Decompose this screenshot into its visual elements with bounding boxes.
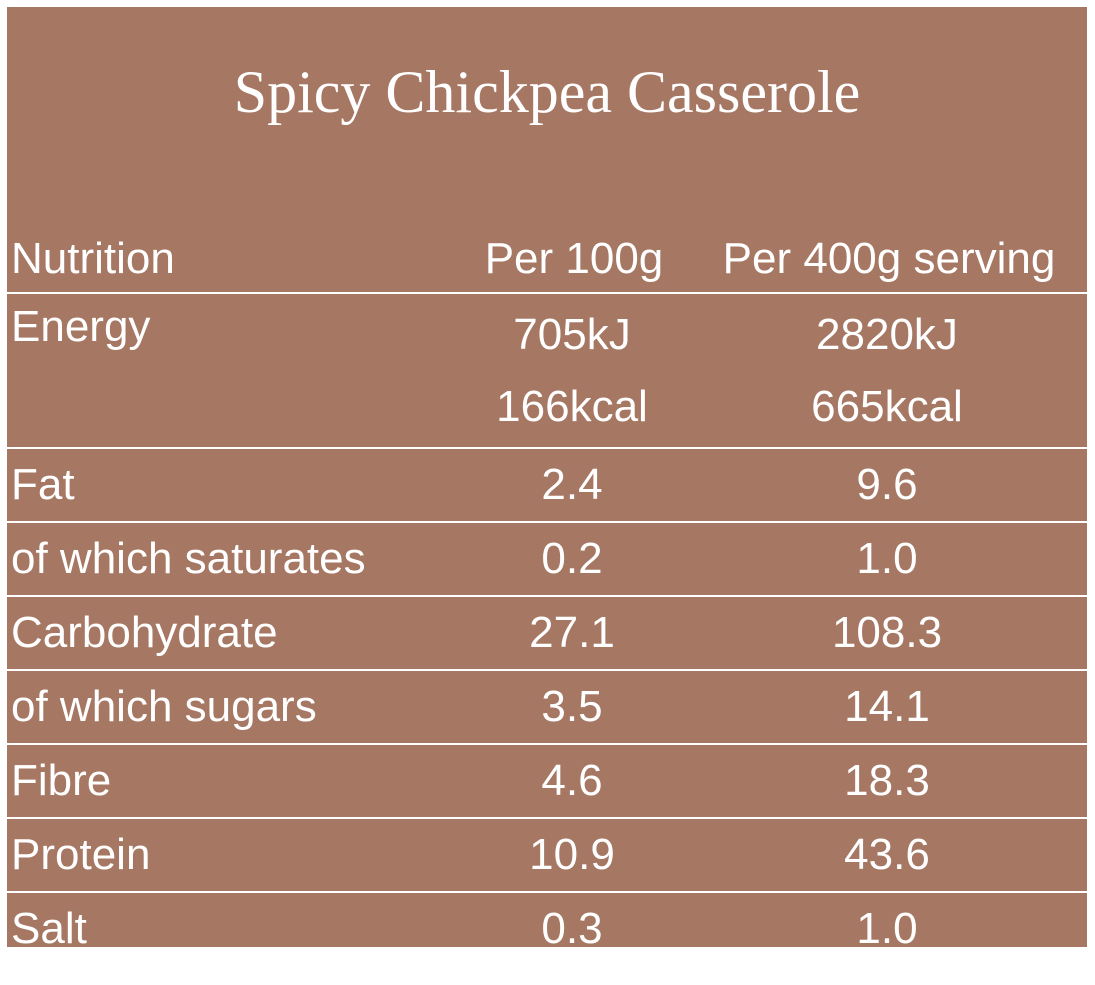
- value-per-400g: 18.3: [687, 744, 1087, 819]
- value-per-100g: 2.4: [457, 448, 687, 523]
- energy-per-400g: 2820kJ 665kcal: [687, 293, 1087, 449]
- row-label: of which saturates: [7, 522, 457, 597]
- value-per-100g: 27.1: [457, 596, 687, 671]
- row-label: Carbohydrate: [7, 596, 457, 671]
- table-row: Fat 2.4 9.6: [7, 448, 1087, 523]
- nutrition-table: Nutrition Per 100g Per 400g serving Ener…: [7, 225, 1087, 965]
- value-per-100g: 10.9: [457, 818, 687, 893]
- value-per-100g: 0.2: [457, 522, 687, 597]
- table-row: of which saturates 0.2 1.0: [7, 522, 1087, 597]
- table-header-row: Nutrition Per 100g Per 400g serving: [7, 225, 1087, 294]
- table-row: Carbohydrate 27.1 108.3: [7, 596, 1087, 671]
- table-row: Salt 0.3 1.0: [7, 892, 1087, 965]
- row-label: Fibre: [7, 744, 457, 819]
- nutrition-card: Spicy Chickpea Casserole Nutrition Per 1…: [7, 7, 1087, 953]
- row-label: of which sugars: [7, 670, 457, 745]
- value-per-400g: 43.6: [687, 818, 1087, 893]
- energy-per-100g: 705kJ 166kcal: [457, 293, 687, 449]
- table-row: of which sugars 3.5 14.1: [7, 670, 1087, 745]
- value-per-400g: 9.6: [687, 448, 1087, 523]
- table-row-energy: Energy 705kJ 166kcal 2820kJ 665kcal: [7, 293, 1087, 449]
- value-per-400g: 108.3: [687, 596, 1087, 671]
- energy-per-100g-kj: 705kJ: [513, 309, 631, 359]
- table-row: Fibre 4.6 18.3: [7, 744, 1087, 819]
- row-label: Energy: [7, 293, 457, 449]
- header-per-100g: Per 100g: [457, 225, 687, 294]
- energy-per-400g-kj: 2820kJ: [816, 309, 958, 359]
- value-per-100g: 3.5: [457, 670, 687, 745]
- energy-per-100g-kcal: 166kcal: [496, 381, 648, 431]
- value-per-400g: 1.0: [856, 904, 918, 953]
- table-row: Protein 10.9 43.6: [7, 818, 1087, 893]
- value-per-100g: 0.3: [541, 904, 603, 953]
- header-nutrition: Nutrition: [7, 225, 457, 294]
- row-label: Fat: [7, 448, 457, 523]
- row-label: Salt: [11, 904, 87, 953]
- value-per-400g: 1.0: [687, 522, 1087, 597]
- recipe-title: Spicy Chickpea Casserole: [233, 59, 861, 125]
- row-label: Protein: [7, 818, 457, 893]
- value-per-100g: 4.6: [457, 744, 687, 819]
- header-per-400g-serving: Per 400g serving: [687, 225, 1087, 294]
- value-per-400g: 14.1: [687, 670, 1087, 745]
- energy-per-400g-kcal: 665kcal: [811, 381, 963, 431]
